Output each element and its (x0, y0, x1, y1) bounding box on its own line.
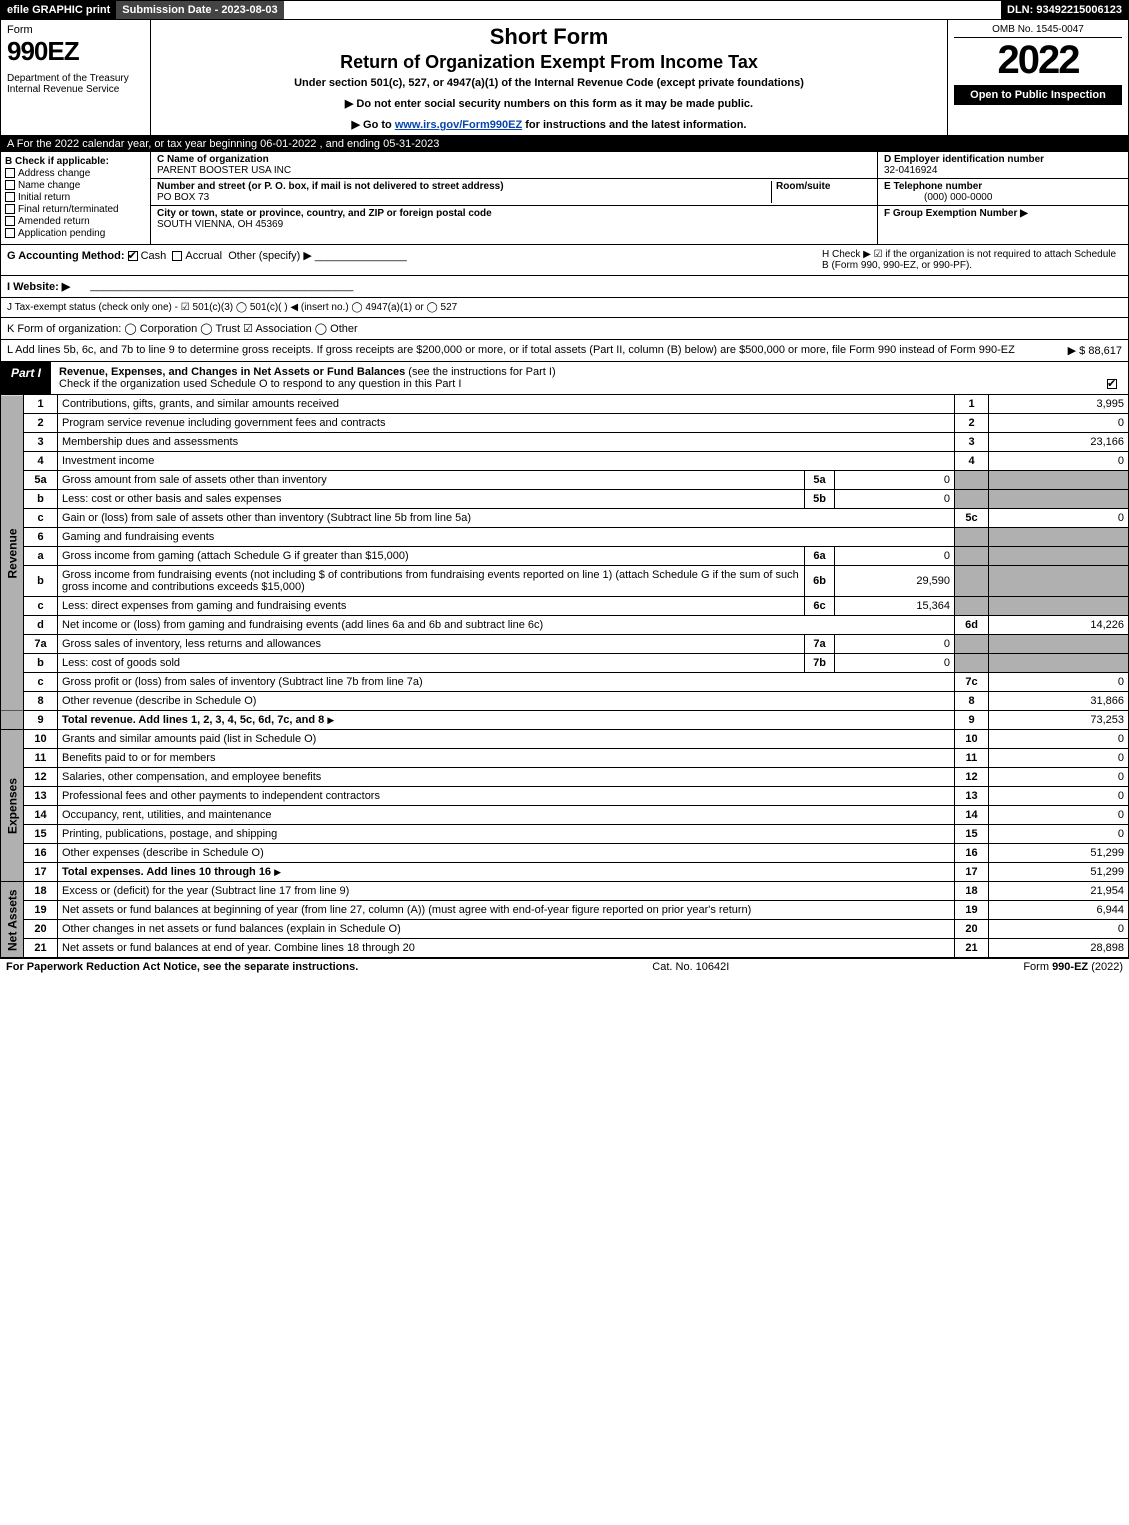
form-number: 990EZ (7, 36, 144, 67)
submission-date: Submission Date - 2023-08-03 (116, 1, 283, 19)
phone-value: (000) 000-0000 (884, 192, 992, 203)
form-word: Form (7, 24, 144, 36)
footer-right: Form 990-EZ (2022) (1023, 961, 1123, 973)
short-form-title: Short Form (157, 24, 941, 50)
header-left: Form 990EZ Department of the Treasury In… (1, 20, 151, 135)
page-footer: For Paperwork Reduction Act Notice, see … (0, 958, 1129, 975)
amt-16: 51,299 (989, 844, 1129, 863)
b-label: B Check if applicable: (5, 156, 109, 167)
subval-7b: 0 (835, 654, 955, 673)
subval-6c: 15,364 (835, 597, 955, 616)
row-i: I Website: ▶ ___________________________… (0, 276, 1129, 298)
amt-8: 31,866 (989, 692, 1129, 711)
subval-5b: 0 (835, 490, 955, 509)
footer-center: Cat. No. 10642I (652, 961, 729, 973)
ein-value: 32-0416924 (884, 165, 937, 176)
amt-4: 0 (989, 452, 1129, 471)
amt-10: 0 (989, 730, 1129, 749)
header-right: OMB No. 1545-0047 2022 Open to Public In… (948, 20, 1128, 135)
sidebar-expenses: Expenses (1, 730, 24, 882)
chk-schedule-o[interactable] (1107, 379, 1117, 389)
chk-amended-return[interactable]: Amended return (5, 216, 146, 227)
row-l-text: L Add lines 5b, 6c, and 7b to line 9 to … (7, 344, 1048, 357)
g-label: G Accounting Method: (7, 250, 125, 262)
subval-6a: 0 (835, 547, 955, 566)
subval-7a: 0 (835, 635, 955, 654)
amt-1: 3,995 (989, 395, 1129, 414)
dept-label: Department of the Treasury Internal Reve… (7, 73, 144, 95)
top-bar: efile GRAPHIC print Submission Date - 20… (0, 0, 1129, 20)
part1-title: Revenue, Expenses, and Changes in Net As… (51, 362, 1128, 394)
city-value: SOUTH VIENNA, OH 45369 (157, 219, 871, 230)
sidebar-revenue: Revenue (1, 395, 24, 711)
arrow-icon (327, 714, 334, 726)
form-header: Form 990EZ Department of the Treasury In… (0, 20, 1129, 136)
row-gh: G Accounting Method: Cash Accrual Other … (0, 245, 1129, 276)
chk-initial-return[interactable]: Initial return (5, 192, 146, 203)
part1-header: Part I Revenue, Expenses, and Changes in… (0, 362, 1129, 395)
chk-accrual[interactable] (172, 251, 182, 261)
amt-5c: 0 (989, 509, 1129, 528)
amt-21: 28,898 (989, 939, 1129, 958)
header-center: Short Form Return of Organization Exempt… (151, 20, 948, 135)
other-specify: Other (specify) ▶ (228, 250, 312, 262)
amt-18: 21,954 (989, 882, 1129, 901)
amt-2: 0 (989, 414, 1129, 433)
street-value: PO BOX 73 (157, 192, 771, 203)
part1-label: Part I (1, 362, 51, 394)
row-l: L Add lines 5b, 6c, and 7b to line 9 to … (0, 340, 1129, 362)
col-def: D Employer identification number 32-0416… (878, 152, 1128, 244)
open-public-badge: Open to Public Inspection (954, 85, 1122, 105)
subval-6b: 29,590 (835, 566, 955, 597)
phone-label: E Telephone number (884, 181, 982, 192)
group-label: F Group Exemption Number ▶ (884, 208, 1028, 219)
amt-3: 23,166 (989, 433, 1129, 452)
row-h: H Check ▶ ☑ if the organization is not r… (822, 249, 1122, 271)
subval-5a: 0 (835, 471, 955, 490)
chk-cash[interactable] (128, 251, 138, 261)
row-a-period: A For the 2022 calendar year, or tax yea… (0, 136, 1129, 152)
main-title: Return of Organization Exempt From Incom… (157, 52, 941, 73)
footer-left: For Paperwork Reduction Act Notice, see … (6, 961, 358, 973)
arrow-icon (274, 866, 281, 878)
amt-17: 51,299 (989, 863, 1129, 882)
row-k: K Form of organization: ◯ Corporation ◯ … (0, 318, 1129, 340)
amt-6d: 14,226 (989, 616, 1129, 635)
chk-final-return[interactable]: Final return/terminated (5, 204, 146, 215)
amt-14: 0 (989, 806, 1129, 825)
amt-15: 0 (989, 825, 1129, 844)
amt-20: 0 (989, 920, 1129, 939)
irs-link[interactable]: www.irs.gov/Form990EZ (395, 119, 522, 131)
efile-label[interactable]: efile GRAPHIC print (1, 1, 116, 19)
chk-name-change[interactable]: Name change (5, 180, 146, 191)
street-label: Number and street (or P. O. box, if mail… (157, 181, 771, 192)
goto-note: ▶ Go to www.irs.gov/Form990EZ for instru… (157, 118, 941, 131)
col-c-org: C Name of organization PARENT BOOSTER US… (151, 152, 878, 244)
room-label: Room/suite (776, 181, 871, 192)
sidebar-netassets: Net Assets (1, 882, 24, 958)
subtitle: Under section 501(c), 527, or 4947(a)(1)… (157, 77, 941, 89)
amt-11: 0 (989, 749, 1129, 768)
ssn-note: ▶ Do not enter social security numbers o… (157, 97, 941, 110)
ein-label: D Employer identification number (884, 154, 1044, 165)
row-l-amount: ▶ $ 88,617 (1068, 344, 1122, 357)
chk-address-change[interactable]: Address change (5, 168, 146, 179)
c-name-label: C Name of organization (157, 154, 871, 165)
amt-7c: 0 (989, 673, 1129, 692)
lines-table: Revenue 1 Contributions, gifts, grants, … (0, 395, 1129, 958)
amt-19: 6,944 (989, 901, 1129, 920)
amt-9: 73,253 (989, 711, 1129, 730)
omb-number: OMB No. 1545-0047 (954, 24, 1122, 38)
row-j: J Tax-exempt status (check only one) - ☑… (0, 298, 1129, 318)
chk-application-pending[interactable]: Application pending (5, 228, 146, 239)
section-bcdef: B Check if applicable: Address change Na… (0, 152, 1129, 245)
dln-label: DLN: 93492215006123 (1001, 1, 1128, 19)
amt-12: 0 (989, 768, 1129, 787)
amt-13: 0 (989, 787, 1129, 806)
org-name: PARENT BOOSTER USA INC (157, 165, 871, 176)
col-b-checkboxes: B Check if applicable: Address change Na… (1, 152, 151, 244)
city-label: City or town, state or province, country… (157, 208, 871, 219)
tax-year: 2022 (954, 38, 1122, 83)
